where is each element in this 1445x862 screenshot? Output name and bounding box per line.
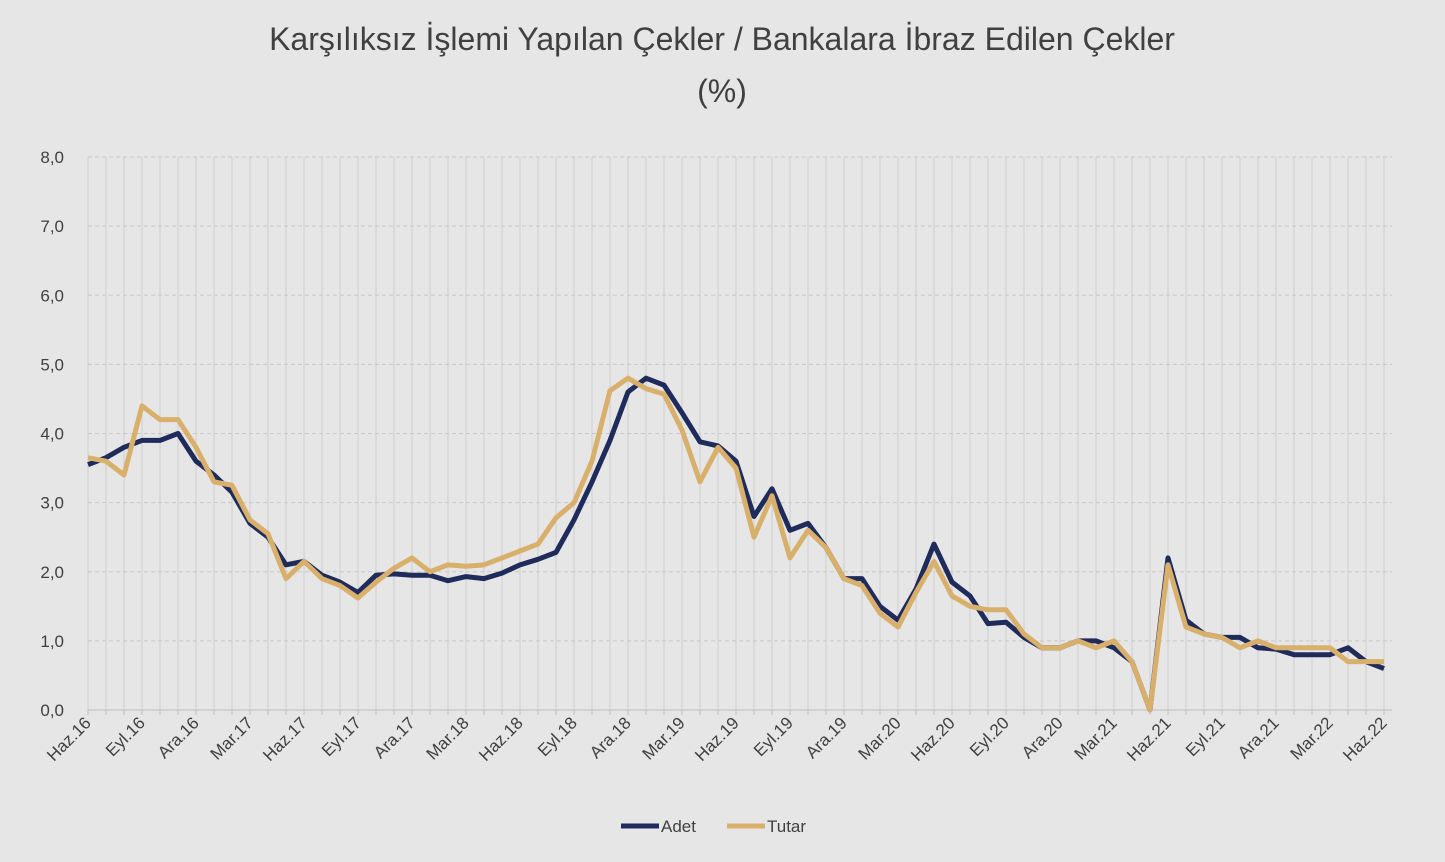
y-tick-label: 8,0 [40,148,64,167]
chart-title: Karşılıksız İşlemi Yapılan Çekler / Bank… [269,21,1175,57]
y-tick-label: 5,0 [40,355,64,374]
y-tick-label: 0,0 [40,701,64,720]
y-tick-label: 4,0 [40,425,64,444]
y-tick-label: 7,0 [40,217,64,236]
y-tick-label: 6,0 [40,286,64,305]
chart-subtitle: (%) [697,73,747,109]
legend-label: Tutar [767,817,806,836]
y-tick-label: 2,0 [40,563,64,582]
series-line [87,375,1384,713]
y-tick-label: 1,0 [40,632,64,651]
y-tick-label: 3,0 [40,494,64,513]
legend-label: Adet [661,817,696,836]
